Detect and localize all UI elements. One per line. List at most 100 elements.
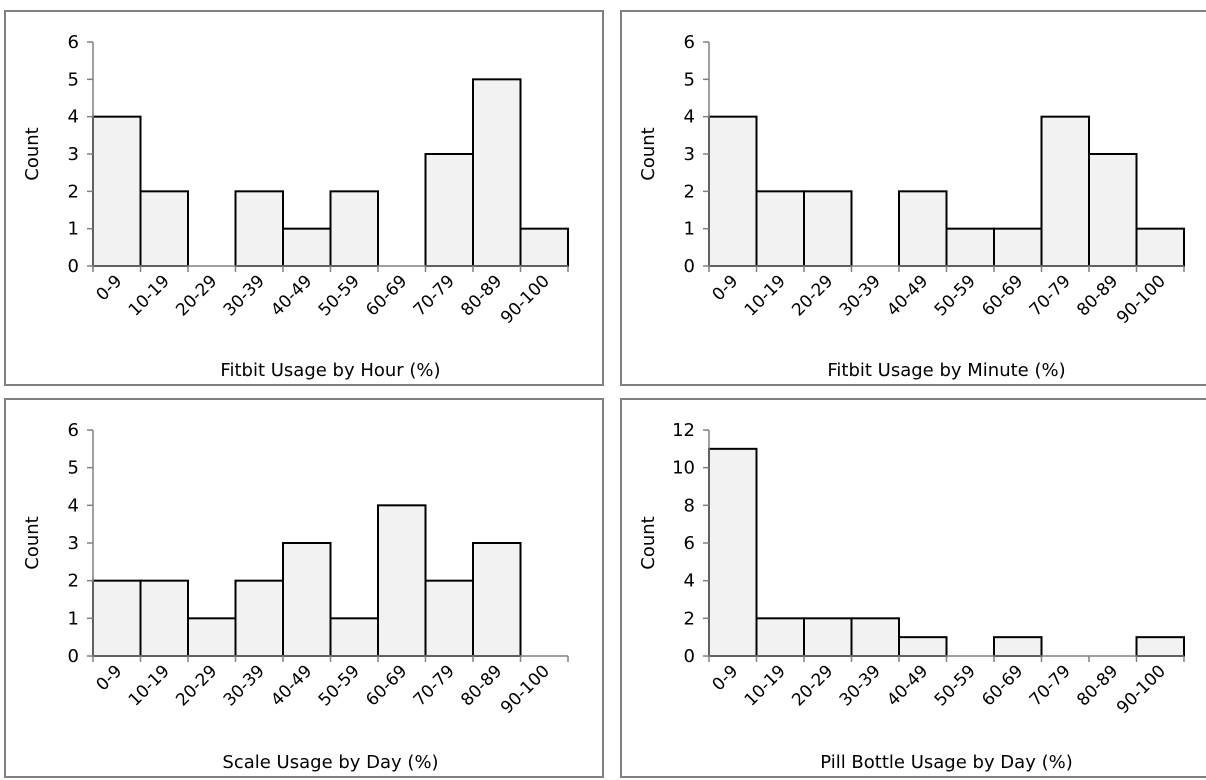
x-category-label: 20-29 <box>172 271 221 320</box>
bar-60-69 <box>993 227 1043 268</box>
x-category-label: 60-69 <box>978 271 1027 320</box>
bar-20-29 <box>187 617 237 657</box>
bar-10-19 <box>755 190 805 267</box>
bar-70-79 <box>1040 115 1090 267</box>
x-category-label: 0-9 <box>708 271 742 305</box>
x-axis-title: Scale Usage by Day (%) <box>222 752 438 773</box>
bar-30-39 <box>234 579 284 658</box>
bar-30-39 <box>850 617 900 657</box>
y-tick-label: 6 <box>684 533 695 554</box>
bar-40-49 <box>282 542 332 657</box>
y-tick-label: 4 <box>684 571 695 592</box>
bar-40-49 <box>282 227 332 268</box>
bar-10-19 <box>755 617 805 657</box>
bar-90-100 <box>519 227 569 268</box>
chart-svg-fitbit-minute: 0 1 2 3 4 5 6 0-910-1920-2930-3940-4950-5960-69… <box>638 32 1185 381</box>
y-axis-title: Count <box>22 127 43 180</box>
bar-40-49 <box>898 636 948 658</box>
x-category-label: 10-19 <box>125 661 174 710</box>
bar-60-69 <box>993 636 1043 658</box>
x-category-label: 20-29 <box>788 271 837 320</box>
x-axis-title: Fitbit Usage by Minute (%) <box>827 360 1065 381</box>
y-tick-label: 5 <box>68 69 79 90</box>
bar-30-39 <box>234 190 284 267</box>
x-category-label: 40-49 <box>267 271 316 320</box>
chart-svg-pill-bottle-day: 0 2 4 6 8 10 12 0-910-1920-2930-3940-4950-5960-… <box>638 420 1185 773</box>
y-tick-label: 0 <box>68 646 79 667</box>
chart-svg-scale-day: 0 1 2 3 4 5 6 0-910-1920-2930-3940-4950-5960-69… <box>22 420 569 773</box>
y-tick-label: 2 <box>684 608 695 629</box>
x-category-label: 0-9 <box>92 661 126 695</box>
y-tick-label: 6 <box>68 420 79 441</box>
x-category-label: 70-79 <box>410 271 459 320</box>
bar-20-29 <box>803 190 853 267</box>
bar-50-59 <box>329 617 379 657</box>
x-axis-title: Fitbit Usage by Hour (%) <box>220 360 440 381</box>
x-axis-title: Pill Bottle Usage by Day (%) <box>820 752 1072 773</box>
bar-70-79 <box>424 153 474 267</box>
y-tick-label: 6 <box>684 32 695 53</box>
bar-90-100 <box>1135 636 1185 658</box>
y-tick-label: 2 <box>68 571 79 592</box>
x-category-label: 90-100 <box>497 271 554 328</box>
bar-10-19 <box>139 579 189 658</box>
x-category-label: 60-69 <box>978 661 1027 710</box>
x-category-label: 50-59 <box>931 661 980 710</box>
x-category-label: 40-49 <box>883 661 932 710</box>
y-tick-label: 1 <box>684 219 695 240</box>
bar-90-100 <box>1135 227 1185 268</box>
x-category-label: 30-39 <box>220 661 269 710</box>
x-category-label: 10-19 <box>741 271 790 320</box>
bar-20-29 <box>803 617 853 657</box>
y-tick-label: 4 <box>68 495 79 516</box>
x-category-label: 70-79 <box>1026 271 1075 320</box>
x-category-label: 0-9 <box>708 661 742 695</box>
chart-panel-scale-day: 0 1 2 3 4 5 6 0-9 10-19 20-29 30-39 40-49 50-59 60-69… <box>4 398 604 778</box>
chart-panel-fitbit-hour: 0 1 2 3 4 5 6 0-9 10-19 20-29 30-39 40-49 50-59 60-69… <box>4 10 604 386</box>
bar-80-89 <box>472 542 522 657</box>
x-category-label: 30-39 <box>220 271 269 320</box>
y-axis-title: Count <box>22 516 43 569</box>
y-tick-label: 10 <box>672 458 695 479</box>
y-tick-label: 0 <box>68 256 79 277</box>
x-category-label: 40-49 <box>267 661 316 710</box>
y-tick-label: 0 <box>684 646 695 667</box>
bar-70-79 <box>424 579 474 658</box>
y-tick-label: 5 <box>68 458 79 479</box>
x-category-label: 50-59 <box>931 271 980 320</box>
y-tick-label: 0 <box>684 256 695 277</box>
chart-panel-pill-bottle-day: 0 2 4 6 8 10 12 0-9 10-19 20-29 30-39 40-49 50-59 60-… <box>620 398 1206 778</box>
y-tick-label: 3 <box>68 533 79 554</box>
x-category-label: 20-29 <box>788 661 837 710</box>
bar-0-9 <box>708 447 758 658</box>
x-category-label: 90-100 <box>1113 271 1170 328</box>
bar-80-89 <box>1088 153 1138 267</box>
x-category-label: 30-39 <box>836 661 885 710</box>
bar-10-19 <box>139 190 189 267</box>
bar-80-89 <box>472 78 522 268</box>
bar-0-9 <box>92 115 142 267</box>
y-tick-label: 1 <box>68 608 79 629</box>
bar-40-49 <box>898 190 948 267</box>
x-category-label: 90-100 <box>1113 661 1170 718</box>
y-tick-label: 8 <box>684 495 695 516</box>
x-category-label: 40-49 <box>883 271 932 320</box>
bar-60-69 <box>377 504 427 658</box>
chart-svg-fitbit-hour: 0 1 2 3 4 5 6 0-910-1920-2930-3940-4950-5960-69… <box>22 32 569 381</box>
bar-50-59 <box>945 227 995 268</box>
y-tick-label: 2 <box>68 181 79 202</box>
x-category-label: 70-79 <box>410 661 459 710</box>
x-category-label: 30-39 <box>836 271 885 320</box>
bar-0-9 <box>92 579 142 658</box>
y-tick-label: 1 <box>68 219 79 240</box>
y-tick-label: 4 <box>684 107 695 128</box>
x-category-label: 0-9 <box>92 271 126 305</box>
bar-50-59 <box>329 190 379 267</box>
y-tick-label: 5 <box>684 69 695 90</box>
x-category-label: 70-79 <box>1026 661 1075 710</box>
x-category-label: 60-69 <box>362 271 411 320</box>
bar-0-9 <box>708 115 758 267</box>
x-category-label: 50-59 <box>315 661 364 710</box>
x-category-label: 50-59 <box>315 271 364 320</box>
x-category-label: 10-19 <box>125 271 174 320</box>
